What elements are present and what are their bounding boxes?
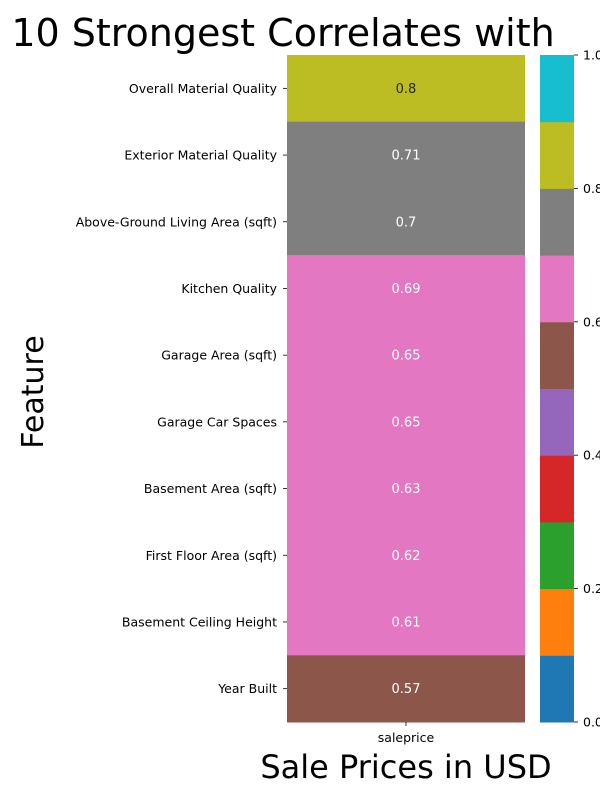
heatmap-cell	[287, 521, 525, 590]
cell-value-label: 0.7	[396, 215, 417, 230]
cell-value-label: 0.57	[392, 682, 421, 697]
heatmap-cell	[287, 321, 525, 389]
colorbar-segment	[540, 521, 574, 590]
heatmap-cell	[287, 588, 525, 656]
colorbar-segment	[540, 655, 574, 723]
chart-title: 10 Strongest Correlates with	[11, 11, 554, 55]
cell-value-label: 0.65	[392, 415, 421, 430]
heatmap-cell	[287, 655, 525, 723]
colorbar-segment	[540, 55, 574, 123]
colorbar-tick-label: 1.0	[583, 48, 600, 63]
row-tick-label: Basement Ceiling Height	[122, 614, 277, 629]
row-tick-label: Year Built	[217, 681, 277, 696]
cell-value-label: 0.69	[392, 282, 421, 297]
cell-value-label: 0.61	[392, 615, 421, 630]
column-tick-label: saleprice	[378, 730, 435, 745]
heatmap-cells: 0.8 0.71 0.7 0.69 0.65 0.65 0.63 0.62 0.61 0.57	[287, 55, 525, 723]
colorbar-segment	[540, 455, 574, 523]
row-tick-label: Garage Car Spaces	[157, 414, 277, 429]
colorbar-tick-label: 0.8	[583, 181, 600, 196]
colorbar-tick-label: 0.4	[583, 448, 600, 463]
cell-value-label: 0.62	[392, 549, 421, 564]
heatmap-cell	[287, 455, 525, 523]
row-tick-label: Garage Area (sqft)	[161, 348, 277, 363]
cell-value-label: 0.65	[392, 349, 421, 364]
row-tick-label: Overall Material Quality	[129, 81, 278, 96]
colorbar-tick-label: 0.2	[583, 581, 600, 596]
colorbar-segment	[540, 121, 574, 189]
colorbar-segment	[540, 388, 574, 456]
y-axis-label: Feature	[16, 335, 51, 448]
row-tick-label: First Floor Area (sqft)	[146, 548, 277, 563]
colorbar-segment	[540, 188, 574, 256]
heatmap-cell	[287, 55, 525, 123]
column-ticks: saleprice	[378, 722, 435, 745]
colorbar: 0.0 0.2 0.4 0.6 0.8 1.0	[540, 48, 600, 730]
row-tick-label: Above-Ground Living Area (sqft)	[76, 214, 277, 229]
colorbar-segment	[540, 255, 574, 323]
heatmap-cell	[287, 188, 525, 256]
cell-value-label: 0.71	[392, 149, 421, 164]
heatmap-cell	[287, 388, 525, 456]
colorbar-tick-label: 0.0	[583, 715, 600, 730]
row-ticks: Overall Material Quality Exterior Materia…	[76, 81, 287, 696]
row-tick-label: Kitchen Quality	[181, 281, 277, 296]
colorbar-segment	[540, 588, 574, 656]
colorbar-tick-label: 0.6	[583, 314, 600, 329]
cell-value-label: 0.8	[396, 82, 417, 97]
row-tick-label: Basement Area (sqft)	[144, 481, 277, 496]
heatmap-cell	[287, 121, 525, 189]
heatmap-cell	[287, 255, 525, 323]
row-tick-label: Exterior Material Quality	[124, 148, 277, 163]
colorbar-segment	[540, 321, 574, 389]
x-axis-label: Sale Prices in USD	[260, 748, 551, 786]
cell-value-label: 0.63	[392, 482, 421, 497]
